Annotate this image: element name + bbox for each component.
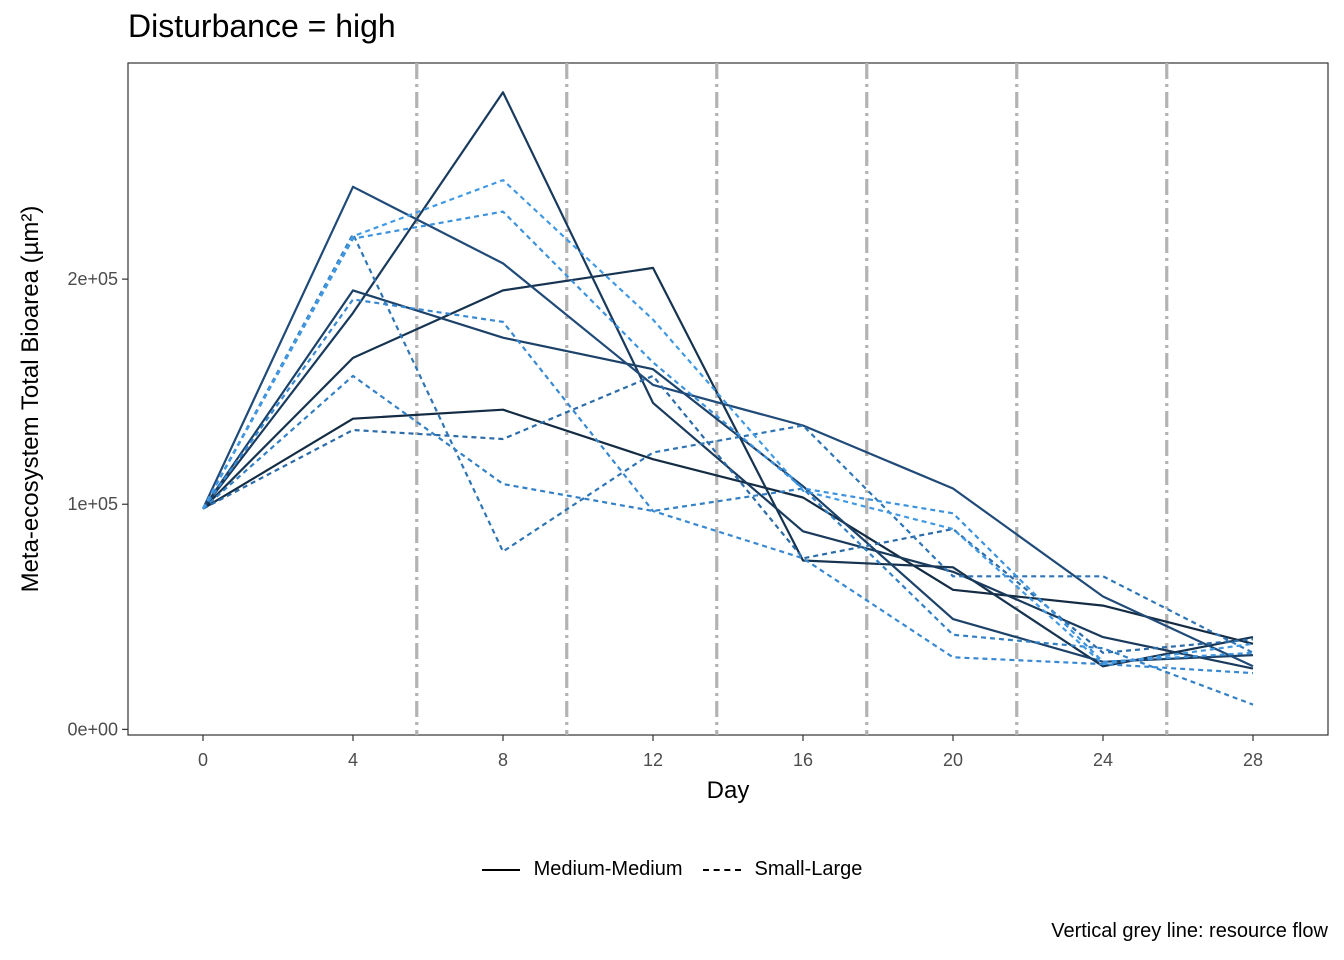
chart-caption: Vertical grey line: resource flow xyxy=(1051,920,1328,942)
series-line-small-large xyxy=(202,179,1254,666)
x-tick-label: 16 xyxy=(793,750,813,770)
legend-item-small-large: Small-Large xyxy=(702,858,863,881)
resource-flow-lines xyxy=(415,63,1169,735)
x-tick-label: 4 xyxy=(348,750,358,770)
series-line-medium-medium xyxy=(202,266,1254,668)
y-tick-label: 2e+05 xyxy=(67,269,118,289)
x-tick-label: 24 xyxy=(1093,750,1113,770)
y-tick-label: 1e+05 xyxy=(67,494,118,514)
legend-label-small-large: Small-Large xyxy=(754,858,863,880)
x-axis-label: Day xyxy=(707,777,750,804)
series-line-medium-medium xyxy=(202,91,1254,670)
plot-panel xyxy=(127,62,1329,736)
y-tick-label: 0e+00 xyxy=(67,719,118,739)
chart-title: Disturbance = high xyxy=(128,8,396,44)
x-tick-label: 28 xyxy=(1243,750,1263,770)
series-line-small-large xyxy=(202,298,1254,675)
series-line-small-large xyxy=(202,233,1254,654)
y-axis-label: Meta-ecosystem Total Bioarea (µm²) xyxy=(17,206,44,593)
dashed-line-key-icon xyxy=(702,868,741,871)
legend-label-medium-medium: Medium-Medium xyxy=(533,858,683,880)
axes: 0 4 8 12 16 20 24 28 0e+00 1e+05 2e+05 xyxy=(67,269,1263,770)
x-tick-label: 8 xyxy=(498,750,508,770)
series-line-medium-medium xyxy=(202,185,1254,668)
x-tick-label: 0 xyxy=(198,750,208,770)
series-line-small-large xyxy=(202,374,1254,706)
series-line-medium-medium xyxy=(202,289,1254,663)
series-group xyxy=(202,91,1254,706)
solid-line-key-icon xyxy=(481,868,520,871)
legend-item-medium-medium: Medium-Medium xyxy=(481,858,683,881)
x-tick-label: 20 xyxy=(943,750,963,770)
series-line-small-large xyxy=(202,210,1254,663)
legend: Medium-Medium Small-Large xyxy=(0,858,1344,881)
x-tick-label: 12 xyxy=(643,750,663,770)
series-line-medium-medium xyxy=(202,408,1254,645)
